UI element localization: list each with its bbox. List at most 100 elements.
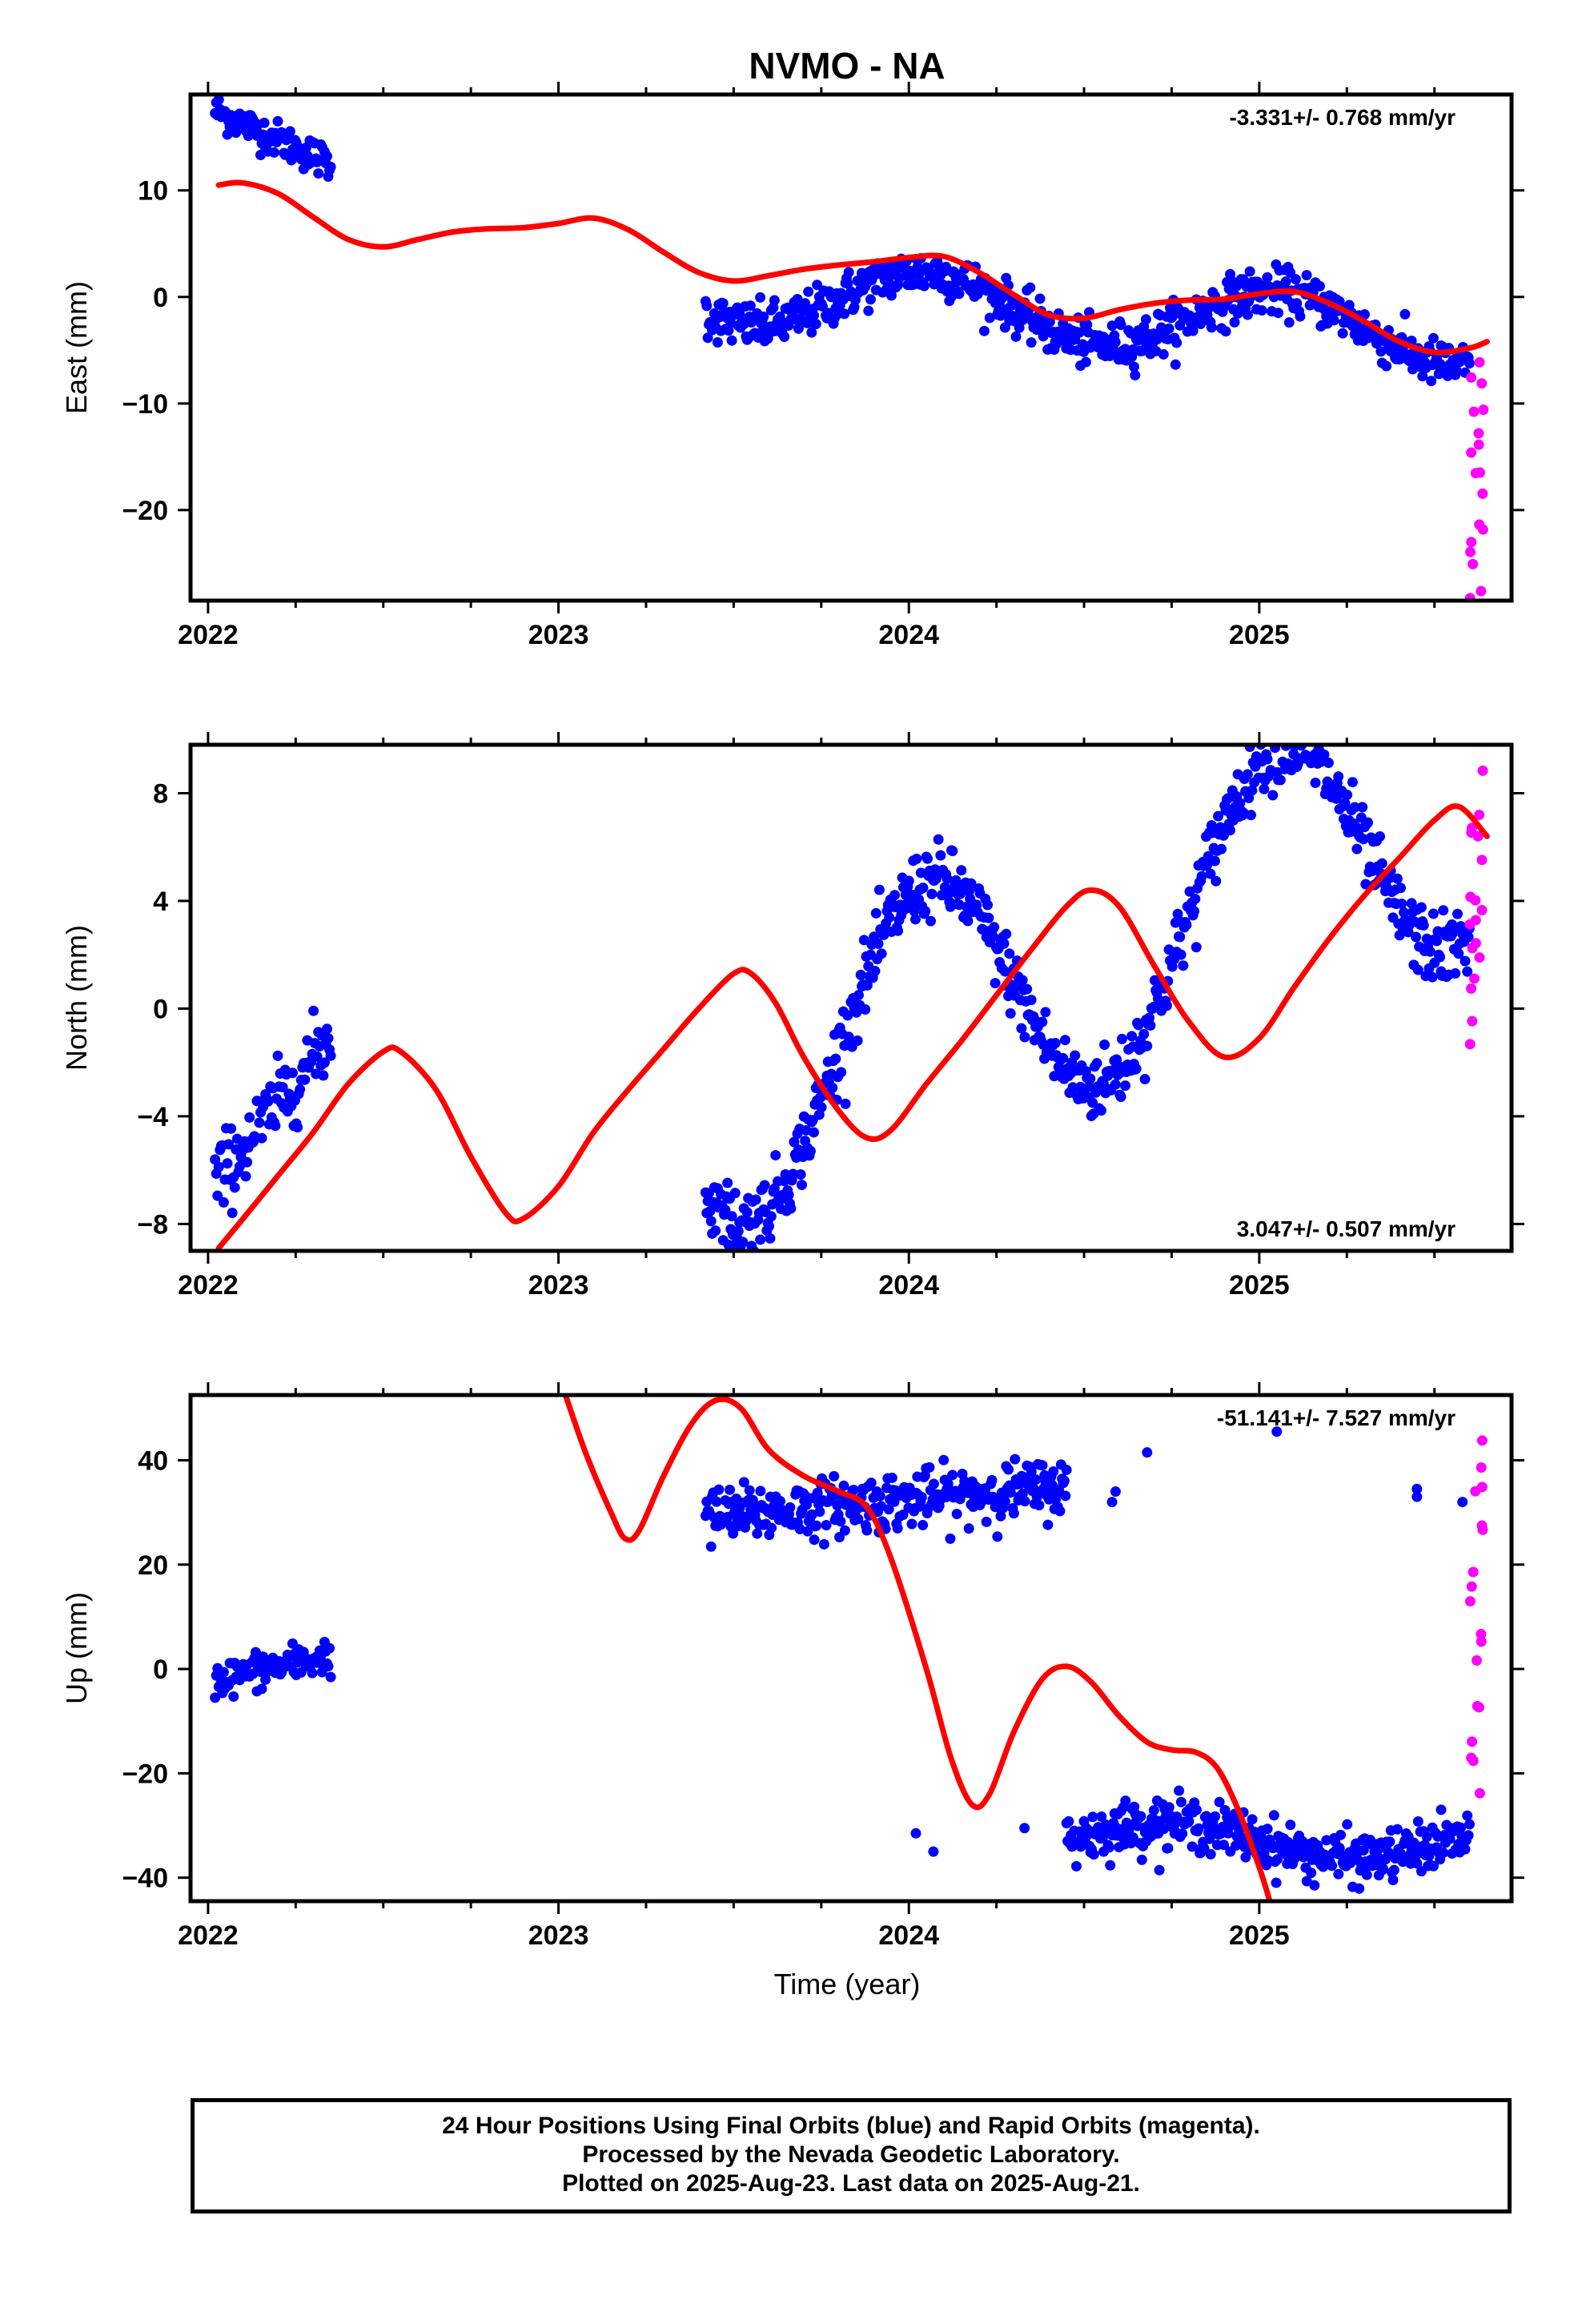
final-orbit-point xyxy=(986,1474,998,1486)
final-orbit-point xyxy=(712,337,723,348)
final-orbit-point xyxy=(1357,802,1368,813)
final-orbit-point xyxy=(741,1207,753,1218)
final-orbit-point xyxy=(1223,793,1234,804)
footer-caption-box: 24 Hour Positions Using Final Orbits (bl… xyxy=(191,2098,1512,2213)
final-orbit-point xyxy=(222,1158,233,1169)
figure-title: NVMO - NA xyxy=(749,45,945,86)
final-orbit-point xyxy=(1460,1844,1471,1855)
final-orbit-point xyxy=(811,1520,822,1531)
final-orbit-point xyxy=(842,278,853,289)
final-orbit-point xyxy=(1302,730,1312,740)
final-orbit-point xyxy=(1201,1811,1212,1822)
final-orbit-point xyxy=(836,1067,847,1078)
final-orbit-point xyxy=(1091,1058,1102,1069)
final-orbit-point xyxy=(861,1525,873,1536)
final-orbit-point xyxy=(809,1127,820,1138)
final-orbit-point xyxy=(1285,1819,1296,1831)
final-orbit-point xyxy=(806,327,817,338)
final-orbit-point xyxy=(1189,906,1200,917)
final-orbit-point xyxy=(324,1642,335,1654)
final-orbit-point xyxy=(839,1525,850,1536)
final-orbit-point xyxy=(1235,798,1246,809)
final-orbit-point xyxy=(1438,1848,1449,1859)
final-orbit-point xyxy=(1174,931,1186,943)
panel-frame xyxy=(188,742,1514,1253)
final-orbit-point xyxy=(962,915,974,927)
final-orbit-point xyxy=(903,875,914,887)
final-orbit-point xyxy=(1273,308,1284,319)
final-orbit-point xyxy=(229,1182,240,1193)
final-orbit-point xyxy=(726,1211,737,1222)
final-orbit-point xyxy=(1264,727,1275,738)
final-orbit-point xyxy=(325,1050,336,1061)
final-orbit-point xyxy=(277,1082,288,1093)
final-orbit-point xyxy=(218,1667,229,1678)
final-orbit-point xyxy=(1447,927,1459,939)
final-orbit-point xyxy=(1460,955,1471,967)
final-orbit-point xyxy=(1431,935,1443,947)
final-orbit-point xyxy=(1464,358,1475,369)
final-orbit-point xyxy=(1210,1811,1221,1822)
model-fit-curve xyxy=(215,179,1490,356)
final-orbit-point xyxy=(242,1156,253,1168)
final-orbit-point xyxy=(1060,1490,1071,1502)
final-orbit-point xyxy=(858,935,869,946)
final-orbit-point xyxy=(1019,1496,1030,1507)
final-orbit-point xyxy=(263,1096,274,1107)
final-orbit-point xyxy=(1161,1000,1172,1011)
final-orbit-point xyxy=(1042,1519,1054,1530)
rapid-orbit-point xyxy=(1474,1702,1485,1713)
final-orbit-point xyxy=(272,115,283,127)
x-tick-label: 2022 xyxy=(178,620,239,650)
final-orbit-point xyxy=(956,865,967,876)
final-orbit-point xyxy=(1214,1796,1225,1807)
final-orbit-point xyxy=(1133,1019,1144,1031)
final-orbit-point xyxy=(1462,1810,1473,1821)
final-orbit-point xyxy=(1307,732,1317,742)
final-orbit-point xyxy=(839,308,850,320)
rapid-orbit-point xyxy=(1472,1655,1483,1666)
final-orbit-point xyxy=(821,1519,832,1530)
final-orbit-point xyxy=(1026,1466,1037,1478)
final-orbit-point xyxy=(722,1177,733,1188)
final-orbit-point xyxy=(1099,1039,1110,1051)
final-orbit-point xyxy=(1290,274,1301,285)
final-orbit-point xyxy=(256,1683,267,1695)
rapid-orbit-point xyxy=(1466,372,1477,383)
final-orbit-points xyxy=(210,1426,1475,1894)
final-orbit-point xyxy=(1193,1823,1204,1834)
final-orbit-point xyxy=(954,288,965,300)
rapid-orbit-point xyxy=(1472,830,1484,842)
final-orbit-point xyxy=(1421,1831,1432,1843)
final-orbit-point xyxy=(1190,893,1201,904)
rapid-orbit-point xyxy=(1466,983,1477,994)
y-axis-label: Up (mm) xyxy=(60,1592,93,1704)
x-tick-label: 2025 xyxy=(1229,620,1290,650)
final-orbit-point xyxy=(1061,1464,1072,1475)
final-orbit-point xyxy=(1177,1828,1188,1839)
final-orbit-point xyxy=(1209,855,1220,866)
final-orbit-point xyxy=(1148,1805,1159,1816)
final-orbit-point xyxy=(1301,270,1312,281)
final-orbit-point xyxy=(1040,1007,1051,1018)
final-orbit-point xyxy=(1034,1500,1045,1511)
x-tick-label: 2024 xyxy=(878,620,939,650)
final-orbit-point xyxy=(1438,905,1449,916)
final-orbit-point xyxy=(876,948,887,959)
final-orbit-point xyxy=(755,1486,766,1497)
final-orbit-point xyxy=(765,1232,776,1244)
final-orbit-point xyxy=(869,966,881,977)
final-orbit-point xyxy=(321,1023,332,1035)
final-orbit-point xyxy=(1411,1858,1423,1869)
final-orbit-point xyxy=(268,147,279,158)
final-orbit-point xyxy=(1128,361,1139,372)
final-orbit-point xyxy=(1335,1829,1347,1840)
final-orbit-point xyxy=(1271,723,1281,734)
final-orbit-point xyxy=(818,1538,829,1550)
final-orbit-point xyxy=(1323,758,1334,769)
y-tick-label: −20 xyxy=(122,1759,168,1789)
final-orbit-point xyxy=(256,1132,267,1144)
final-orbit-point xyxy=(928,1478,939,1490)
final-orbit-points xyxy=(210,723,1475,1251)
final-orbit-point xyxy=(1140,314,1151,325)
